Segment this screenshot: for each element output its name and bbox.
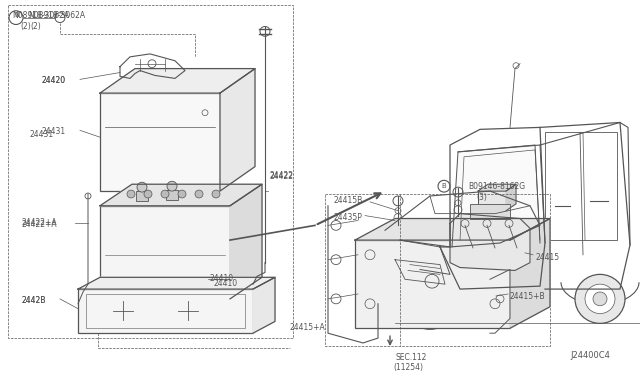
Text: J24400C4: J24400C4 [570, 351, 610, 360]
Text: 24410: 24410 [210, 275, 234, 283]
Bar [355, 240, 510, 328]
Bar [136, 191, 148, 201]
Text: 24431: 24431 [30, 130, 54, 140]
Polygon shape [355, 218, 550, 240]
Circle shape [144, 190, 152, 198]
Text: B09146-8162G: B09146-8162G [468, 182, 525, 191]
Polygon shape [506, 184, 516, 211]
Bar [100, 206, 230, 299]
Circle shape [575, 275, 625, 323]
Circle shape [161, 190, 169, 198]
Bar [100, 93, 220, 191]
Bar [166, 190, 178, 200]
Polygon shape [230, 184, 262, 299]
Text: (2): (2) [20, 22, 31, 31]
Polygon shape [478, 184, 516, 191]
Polygon shape [100, 184, 262, 206]
Polygon shape [450, 214, 530, 270]
Circle shape [167, 181, 177, 191]
Bar [8, 5, 293, 338]
Text: 2442B: 2442B [22, 296, 46, 305]
Circle shape [585, 284, 615, 314]
Text: 24420: 24420 [42, 76, 66, 86]
Text: 24422: 24422 [270, 171, 294, 180]
Text: 24410: 24410 [213, 279, 237, 288]
Text: 24415: 24415 [535, 253, 559, 262]
Circle shape [178, 190, 186, 198]
Bar [78, 289, 253, 333]
Text: 24431: 24431 [42, 127, 66, 137]
Circle shape [212, 190, 220, 198]
Text: 24415B: 24415B [333, 196, 362, 205]
Text: (2): (2) [30, 22, 41, 31]
Bar [478, 191, 506, 211]
Text: N08918-3062A: N08918-3062A [12, 11, 69, 20]
Polygon shape [253, 277, 275, 333]
Bar [545, 132, 617, 240]
Bar [86, 294, 245, 328]
Polygon shape [510, 218, 550, 328]
Text: (3): (3) [476, 193, 487, 202]
Polygon shape [78, 277, 275, 289]
Circle shape [422, 294, 438, 310]
Text: N: N [14, 12, 19, 18]
Polygon shape [220, 68, 255, 191]
Circle shape [593, 292, 607, 306]
Circle shape [402, 275, 458, 329]
Text: N08918-3062A: N08918-3062A [28, 11, 85, 20]
Bar [325, 194, 550, 346]
Circle shape [137, 182, 147, 192]
Text: 24422+A: 24422+A [22, 221, 58, 230]
Text: (11254): (11254) [393, 363, 423, 372]
Bar [470, 204, 510, 218]
Polygon shape [100, 68, 255, 93]
Text: 24422: 24422 [270, 173, 294, 182]
Text: 24422+A: 24422+A [22, 218, 58, 227]
Circle shape [412, 284, 448, 320]
Text: 24415+A: 24415+A [290, 323, 326, 333]
Circle shape [127, 190, 135, 198]
Text: 2442B: 2442B [22, 296, 46, 305]
Text: B: B [441, 183, 445, 189]
Circle shape [195, 190, 203, 198]
Text: 24415+B: 24415+B [510, 292, 546, 301]
Text: SEC.112: SEC.112 [395, 353, 426, 362]
Text: 24420: 24420 [42, 76, 66, 86]
Polygon shape [452, 145, 540, 247]
Text: 24435P: 24435P [333, 213, 362, 222]
